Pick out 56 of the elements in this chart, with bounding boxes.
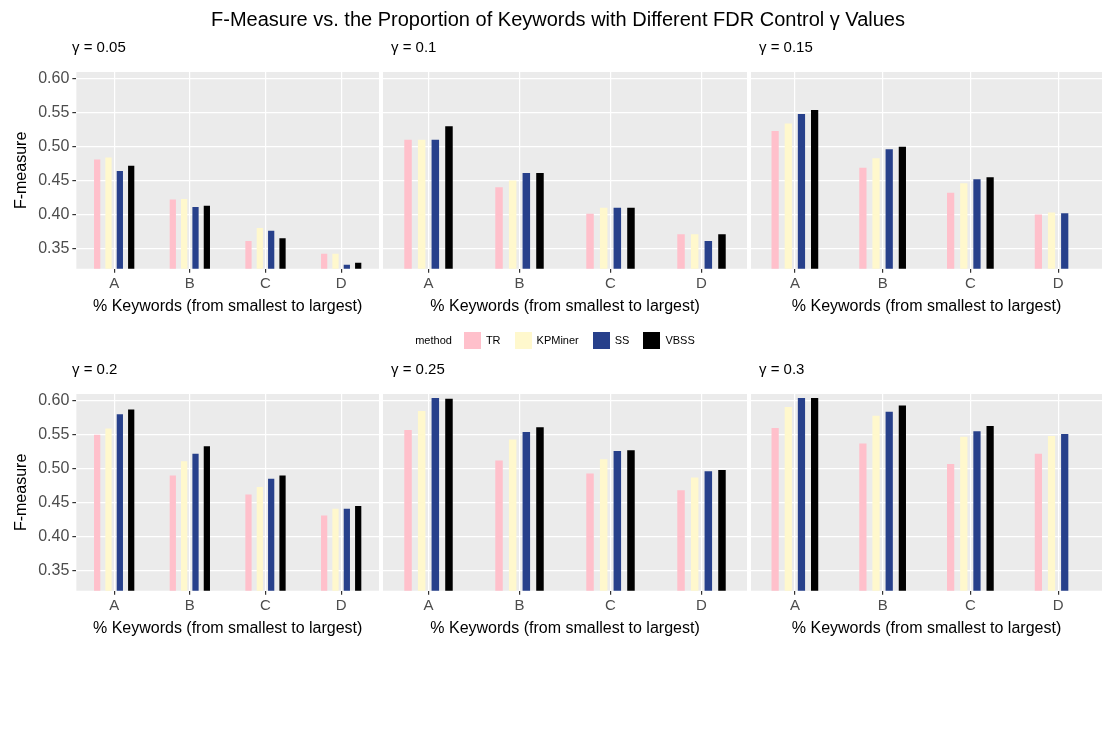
x-tick-label: C — [605, 595, 617, 613]
x-tick-label: A — [789, 595, 800, 613]
y-axis-title: F-measure — [12, 453, 30, 532]
x-tick-label: C — [964, 273, 976, 291]
x-tick-label: C — [260, 595, 272, 613]
chart-subtitle: γ = 0.3 — [758, 360, 806, 379]
chart-subtitle: γ = 0.2 — [71, 360, 119, 379]
y-tick-label: 0.35 — [38, 238, 70, 256]
x-tick-label: A — [109, 595, 120, 613]
y-tick-label: 0.60 — [38, 391, 70, 409]
x-tick-label: B — [184, 273, 195, 291]
x-tick-label: B — [514, 273, 525, 291]
x-axis-title: % Keywords (from smallest to largest) — [92, 618, 363, 636]
x-tick-label: B — [877, 595, 888, 613]
y-tick-label: 0.45 — [38, 170, 70, 188]
y-tick-label: 0.50 — [38, 137, 70, 155]
x-tick-label: C — [964, 595, 976, 613]
y-tick-label: 0.55 — [38, 103, 70, 121]
chart-subtitle: γ = 0.1 — [390, 38, 438, 57]
x-tick-label: A — [423, 273, 434, 291]
y-tick-label: 0.35 — [38, 560, 70, 578]
x-tick-label: D — [1052, 595, 1064, 613]
y-axis-title: F-measure — [12, 131, 30, 210]
legend-label: KPMiner — [536, 334, 579, 346]
x-tick-label: C — [605, 273, 617, 291]
y-tick-label: 0.45 — [38, 492, 70, 510]
x-axis-title: % Keywords (from smallest to largest) — [430, 296, 700, 314]
x-tick-label: D — [335, 595, 347, 613]
x-tick-label: C — [260, 273, 272, 291]
legend-label: TR — [485, 334, 501, 346]
x-tick-label: B — [514, 595, 525, 613]
legend-label: SS — [614, 334, 630, 346]
x-tick-label: B — [184, 595, 195, 613]
y-tick-label: 0.40 — [38, 204, 70, 222]
x-tick-label: D — [1052, 273, 1064, 291]
x-tick-label: B — [877, 273, 888, 291]
y-tick-label: 0.50 — [38, 459, 70, 477]
x-axis-title: % Keywords (from smallest to largest) — [791, 296, 1062, 314]
chart-subtitle: γ = 0.15 — [758, 38, 814, 57]
x-tick-label: D — [696, 273, 708, 291]
x-tick-label: A — [423, 595, 434, 613]
x-axis-title: % Keywords (from smallest to largest) — [430, 618, 700, 636]
x-tick-label: A — [109, 273, 120, 291]
text: F-Measure vs. the Proportion of Keywords with Different FDR Control γ Values — [210, 8, 906, 32]
chart-subtitle: γ = 0.05 — [71, 38, 127, 57]
y-tick-label: 0.60 — [38, 69, 70, 87]
legend-label: VBSS — [665, 334, 695, 346]
x-tick-label: D — [696, 595, 708, 613]
y-tick-label: 0.40 — [38, 526, 70, 544]
x-axis-title: % Keywords (from smallest to largest) — [791, 618, 1062, 636]
x-tick-label: A — [789, 273, 800, 291]
x-axis-title: % Keywords (from smallest to largest) — [92, 296, 363, 314]
legend-title: method — [415, 334, 452, 346]
y-tick-label: 0.55 — [38, 425, 70, 443]
chart-subtitle: γ = 0.25 — [390, 360, 446, 379]
x-tick-label: D — [335, 273, 347, 291]
